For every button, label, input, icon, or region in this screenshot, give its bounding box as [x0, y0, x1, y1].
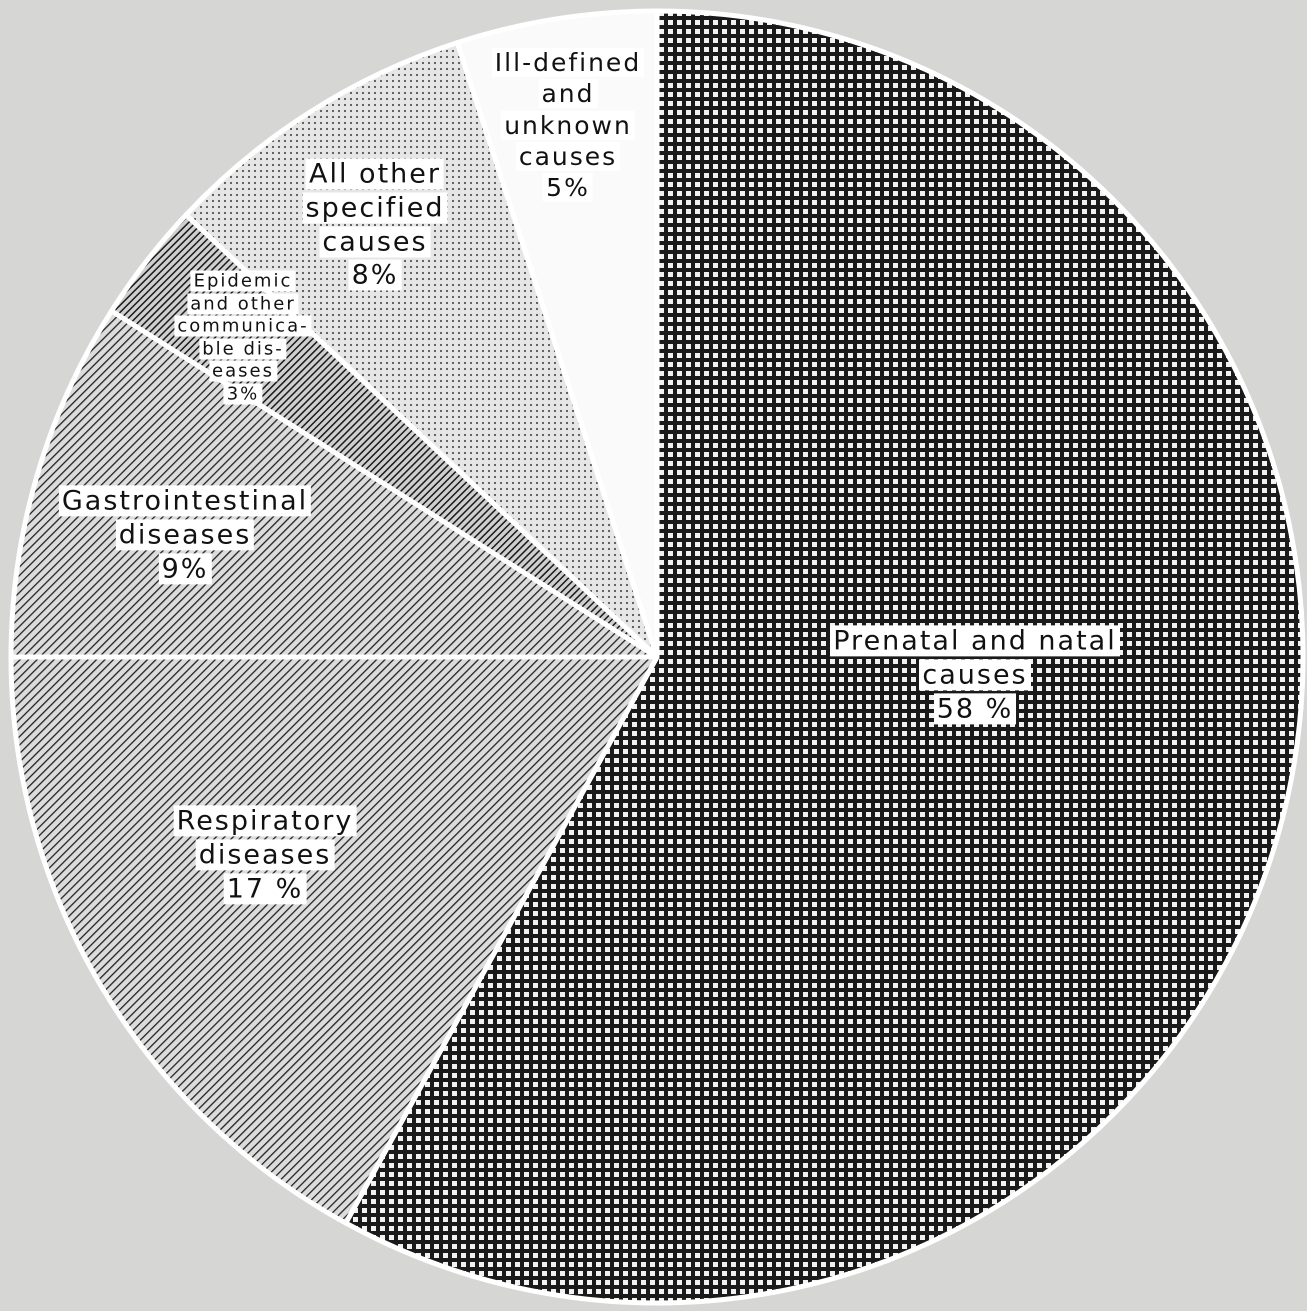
slice-label: All other specified causes 8% — [302, 158, 448, 293]
value-label: 3% — [223, 383, 263, 404]
value-label: 9% — [158, 552, 212, 584]
category-label: Respiratory diseases — [173, 805, 357, 871]
slice-label: Gastrointestinal diseases 9% — [58, 484, 312, 585]
pie-slice — [8, 654, 660, 1226]
category-label: Prenatal and natal causes — [830, 625, 1120, 691]
value-label: 5% — [543, 172, 593, 202]
slice-label: Epidemic and other communica- ble dis- e… — [174, 270, 312, 406]
value-label: 17 % — [223, 872, 307, 904]
slice-label: Ill-defined and unknown causes 5% — [491, 47, 645, 203]
category-label: Epidemic and other communica- ble dis- e… — [174, 270, 312, 382]
value-label: 58 % — [933, 692, 1017, 724]
pie-slice — [343, 8, 1306, 1306]
slice-label: Prenatal and natal causes 58 % — [809, 624, 1141, 725]
pie-slice — [454, 8, 660, 660]
category-label: All other specified causes — [302, 158, 448, 257]
slice-label: Respiratory diseases 17 % — [173, 804, 357, 905]
category-label: Gastrointestinal diseases — [58, 485, 312, 551]
category-label: Ill-defined and unknown causes — [491, 47, 645, 171]
value-label: 8% — [348, 259, 402, 291]
